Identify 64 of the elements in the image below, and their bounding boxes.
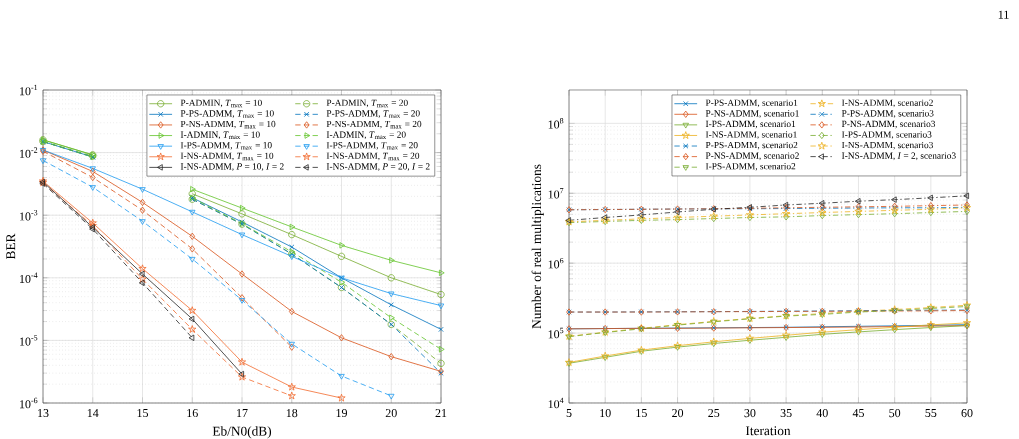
y-tick-label: 10$^{-5}$ <box>20 335 38 346</box>
text: 11 <box>998 10 1009 19</box>
y-axis-title: Number of real multiplications <box>531 164 544 329</box>
x-tick-label: 20 <box>672 409 684 418</box>
y-tick-label: 10$^{6}$ <box>548 257 564 269</box>
legend-label: P-NS-ADMM, T$_{max}$ = 20 <box>326 120 422 129</box>
x-tick-label: 45 <box>852 409 865 418</box>
y-tick-label: 10$^{8}$ <box>548 118 564 129</box>
y-tick-label: 10$^{7}$ <box>548 188 564 199</box>
x-tick-label: 35 <box>780 409 792 418</box>
x-tick-label: 25 <box>708 409 720 418</box>
x-tick-label: 15 <box>636 409 647 418</box>
legend-label: I-ADMIN, T$_{max}$ = 10 <box>180 131 260 140</box>
x-tick-label: 10 <box>600 409 611 418</box>
legend-label: P-NS-ADMM, scenario3 <box>841 120 936 129</box>
x-tick-label: 14 <box>87 409 99 417</box>
legend-label: I-ADMIN, T$_{max}$ = 20 <box>326 131 406 140</box>
legend-label: P-NS-ADMM, scenario2 <box>705 152 799 161</box>
legend-label: P-PS-ADMM, scenario3 <box>841 110 934 118</box>
legend-label: I-PS-ADMM, T$_{max}$ = 10 <box>180 142 272 150</box>
y-axis-title: BER <box>6 233 16 260</box>
y-tick-label: 10$^{-1}$ <box>20 84 38 96</box>
legend-label: I-PS-ADMM, scenario1 <box>705 120 796 129</box>
legend-label: I-NS-ADMM, scenario3 <box>841 141 934 150</box>
x-tick-label: 5 <box>566 409 572 418</box>
x-tick-label: 60 <box>961 409 973 418</box>
legend-label: I-PS-ADMM, scenario3 <box>841 131 932 139</box>
legend-label: P-ADMIN, T$_{max}$ = 20 <box>326 99 408 108</box>
legend-label: P-PS-ADMM, scenario1 <box>705 99 798 108</box>
legend-label: P-NS-ADMM, T$_{max}$ = 10 <box>180 120 276 129</box>
y-tick-label: 10$^{5}$ <box>548 327 564 339</box>
y-tick-label: 10$^{-4}$ <box>20 272 38 284</box>
x-tick-label: 15 <box>137 409 149 418</box>
x-tick-label: 20 <box>385 409 397 418</box>
legend-label: I-NS-ADMM, P = 20, I = 2 <box>326 163 430 171</box>
x-tick-label: 19 <box>336 409 348 418</box>
x-tick-label: 17 <box>237 409 248 417</box>
y-tick-label: 10$^{-3}$ <box>20 209 38 221</box>
legend-label: I-NS-ADMM, P = 10, I = 2 <box>180 163 284 171</box>
y-tick-label: 10$^{-6}$ <box>20 397 38 409</box>
legend-label: P-ADMIN, T$_{max}$ = 10 <box>180 99 262 108</box>
legend-label: I-NS-ADMM, scenario1 <box>705 131 797 139</box>
y-tick-label: 10$^{4}$ <box>548 397 564 409</box>
x-tick-label: 30 <box>744 409 756 418</box>
legend-label: I-NS-ADMM, scenario2 <box>841 99 933 108</box>
x-axis-title: Eb/N0(dB) <box>212 426 272 439</box>
x-tick-label: 18 <box>286 409 298 418</box>
legend-label: I-NS-ADMM, I = 2, scenario3 <box>841 152 956 161</box>
x-tick-label: 16 <box>187 409 198 418</box>
legend-label: P-PS-ADMM, T$_{max}$ = 20 <box>326 110 420 118</box>
legend-label: P-NS-ADMM, scenario1 <box>705 110 799 118</box>
legend-label: I-NS-ADMM, T$_{max}$ = 20 <box>326 152 420 161</box>
x-tick-label: 21 <box>435 409 447 417</box>
legend-label: I-PS-ADMM, scenario2 <box>705 163 796 171</box>
x-tick-label: 55 <box>925 409 937 418</box>
y-tick-label: 10$^{-2}$ <box>20 147 38 158</box>
x-axis-title: Iteration <box>745 426 791 436</box>
legend-label: I-NS-ADMM, T$_{max}$ = 10 <box>180 152 274 161</box>
x-tick-label: 50 <box>889 409 901 418</box>
legend-label: I-PS-ADMM, T$_{max}$ = 20 <box>326 142 418 150</box>
legend-label: P-PS-ADMM, scenario2 <box>705 141 798 150</box>
x-tick-label: 13 <box>38 409 49 418</box>
x-tick-label: 40 <box>816 409 828 418</box>
legend-label: P-PS-ADMM, T$_{max}$ = 10 <box>180 110 274 118</box>
